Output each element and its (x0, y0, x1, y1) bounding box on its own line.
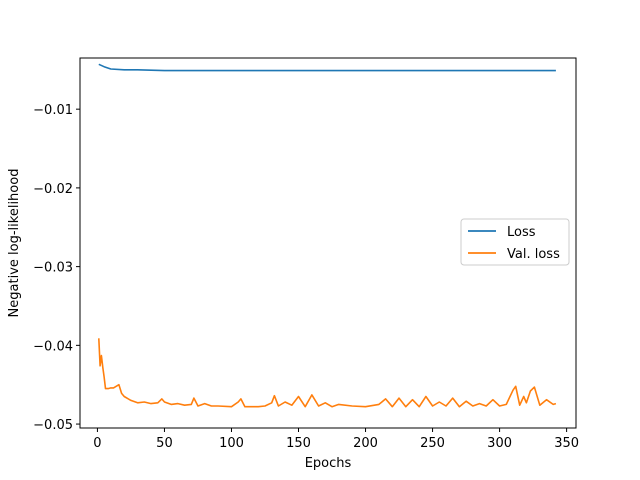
x-axis-label: Epochs (305, 456, 352, 471)
y-tick-label: −0.04 (33, 339, 73, 354)
plot-area (98, 63, 557, 408)
y-tick-label: −0.01 (33, 103, 73, 118)
legend-label-val-loss: Val. loss (507, 247, 560, 262)
x-tick-label: 150 (286, 436, 311, 451)
axes-frame (79, 57, 577, 429)
series-line-loss (98, 63, 556, 72)
y-axis-ticks: −0.05 −0.04 −0.03 −0.02 −0.01 (33, 103, 80, 433)
x-tick-label: 200 (353, 436, 378, 451)
x-tick-label: 100 (219, 436, 244, 451)
y-tick-label: −0.02 (33, 182, 73, 197)
series-line-val-loss (98, 338, 557, 408)
x-tick-label: 0 (93, 436, 101, 451)
x-tick-label: 50 (156, 436, 173, 451)
legend-label-loss: Loss (507, 225, 536, 240)
y-tick-label: −0.03 (33, 261, 73, 276)
x-tick-label: 350 (554, 436, 579, 451)
x-axis-ticks: 0 50 100 150 200 250 300 350 (93, 428, 579, 451)
legend: Loss Val. loss (460, 218, 570, 266)
x-tick-label: 250 (420, 436, 445, 451)
x-tick-label: 300 (487, 436, 512, 451)
y-axis-label: Negative log-likelihood (7, 169, 22, 318)
y-tick-label: −0.05 (33, 418, 73, 433)
